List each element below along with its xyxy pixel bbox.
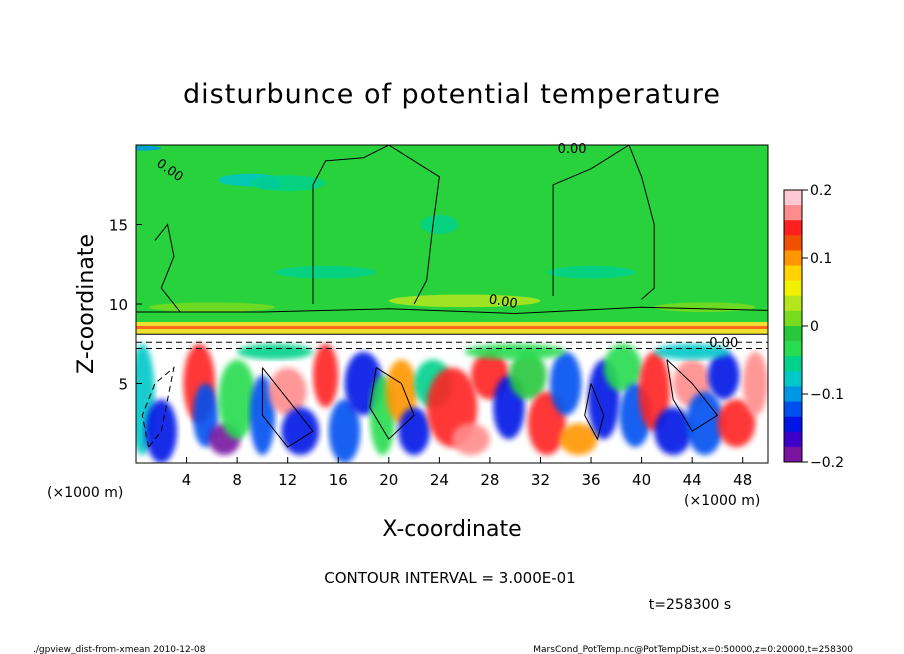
inversion-layer-red xyxy=(136,326,768,329)
field-patch xyxy=(388,294,541,308)
contour-label: 0.00 xyxy=(709,336,738,351)
x-tick-label: 24 xyxy=(430,471,449,489)
colorbar-tick-label: −0.2 xyxy=(810,455,844,471)
field-blob xyxy=(385,359,418,424)
colorbar-swatch xyxy=(784,416,802,433)
contour-low-5 xyxy=(666,359,719,432)
field-blob xyxy=(654,407,693,456)
field-patch xyxy=(249,175,326,192)
contour-low-2 xyxy=(261,367,314,448)
colorbar-swatch xyxy=(784,265,802,282)
x-tick-label: 20 xyxy=(379,471,398,489)
contour-plume-2 xyxy=(552,145,655,300)
field-blob xyxy=(654,343,731,360)
x-axis-label: X-coordinate xyxy=(382,517,521,542)
colorbar-swatch xyxy=(784,341,802,357)
colorbar-tick-label: −0.1 xyxy=(810,387,844,403)
y-tick-label: 10 xyxy=(109,296,128,314)
field-blob xyxy=(707,351,740,400)
field-blob xyxy=(452,423,490,456)
field-blob xyxy=(281,407,320,456)
colorbar-swatch xyxy=(784,280,802,297)
field-blob xyxy=(464,343,566,360)
field-blob xyxy=(559,423,598,456)
field-blob xyxy=(145,399,178,463)
x-tick-label: 40 xyxy=(632,471,651,489)
contour-top-inversion xyxy=(136,306,768,315)
field-blob xyxy=(312,343,339,408)
field-blob xyxy=(398,407,430,456)
x-tick-label: 48 xyxy=(733,471,752,489)
y-axis-ticks: 5 10 15 xyxy=(109,217,142,394)
contour-low-4 xyxy=(584,383,605,441)
colorbar-swatch xyxy=(784,446,802,463)
colorbar-swatch xyxy=(784,401,802,418)
y-axis-label: Z-coordinate xyxy=(74,234,99,374)
x-tick-label: 44 xyxy=(683,471,702,489)
x-tick-label: 12 xyxy=(278,471,297,489)
colorbar-swatch xyxy=(784,326,802,342)
colorbar-swatch xyxy=(784,235,802,251)
contour-low-1 xyxy=(141,366,175,448)
x-tick-label: 28 xyxy=(480,471,499,489)
colorbar-tick-label: 0.1 xyxy=(810,251,832,267)
x-tick-label: 36 xyxy=(581,471,600,489)
x-axis-ticks: 4 8 12 16 20 24 28 32 36 40 44 48 xyxy=(182,457,752,489)
field-patch xyxy=(546,265,636,279)
colorbar-tick-label: 0.2 xyxy=(810,183,832,199)
colorbar-swatch xyxy=(784,356,802,372)
colorbar-swatch xyxy=(784,295,802,312)
field-blob xyxy=(638,351,671,432)
x-unit-label-right: (×1000 m) xyxy=(684,493,760,509)
x-tick-label: 8 xyxy=(232,471,242,489)
contour-plume-1 xyxy=(312,145,440,305)
field-patch xyxy=(148,302,276,312)
y-tick-label: 15 xyxy=(109,217,128,235)
colorbar-tick-label: 0 xyxy=(810,319,819,335)
colorbar-swatch xyxy=(784,310,802,327)
y-tick-label: 5 xyxy=(118,376,128,394)
upper-patches xyxy=(136,145,756,312)
field-blob xyxy=(268,367,307,416)
field-blob xyxy=(508,351,547,400)
contour-label: 0.00 xyxy=(558,142,587,157)
contour-left xyxy=(154,223,181,313)
footer-right: MarsCond_PotTemp.nc@PotTempDist,x=0:5000… xyxy=(533,645,853,654)
x-unit-label: (×1000 m) xyxy=(47,485,123,501)
field-blob xyxy=(603,343,642,392)
field-blob xyxy=(549,351,582,416)
colorbar xyxy=(784,190,802,463)
time-text: t=258300 s xyxy=(649,597,731,613)
field-blob xyxy=(237,343,313,360)
x-tick-label: 32 xyxy=(531,471,550,489)
field-blob xyxy=(742,351,768,416)
colorbar-swatch xyxy=(784,220,802,236)
footer-left: ./gpview_dist-from-xmean 2010-12-08 xyxy=(33,645,206,654)
colorbar-swatch xyxy=(784,250,802,267)
field-blob xyxy=(218,359,257,440)
contour-label: 0.00 xyxy=(488,292,519,312)
contour-lines xyxy=(136,145,768,448)
plot-area xyxy=(136,145,768,463)
x-tick-label: 16 xyxy=(329,471,348,489)
colorbar-swatch xyxy=(784,431,802,448)
field-patch xyxy=(136,145,162,151)
colorbar-swatch xyxy=(784,386,802,403)
contour-interval-text: CONTOUR INTERVAL = 3.000E-01 xyxy=(324,569,575,587)
field-blob xyxy=(717,399,756,448)
chart-title: disturbunce of potential temperature xyxy=(183,79,721,110)
field-blob xyxy=(328,399,361,463)
field-patch xyxy=(420,214,459,235)
x-tick-label: 4 xyxy=(182,471,192,489)
colorbar-swatch xyxy=(784,205,802,221)
field-patch xyxy=(275,265,377,279)
colorbar-swatch xyxy=(784,371,802,387)
colorbar-swatch xyxy=(784,190,802,206)
colorbar-ticks: 0.2 0.1 0 −0.1 −0.2 xyxy=(802,183,844,471)
contour-low-3 xyxy=(369,367,415,440)
field-patch xyxy=(654,302,756,312)
